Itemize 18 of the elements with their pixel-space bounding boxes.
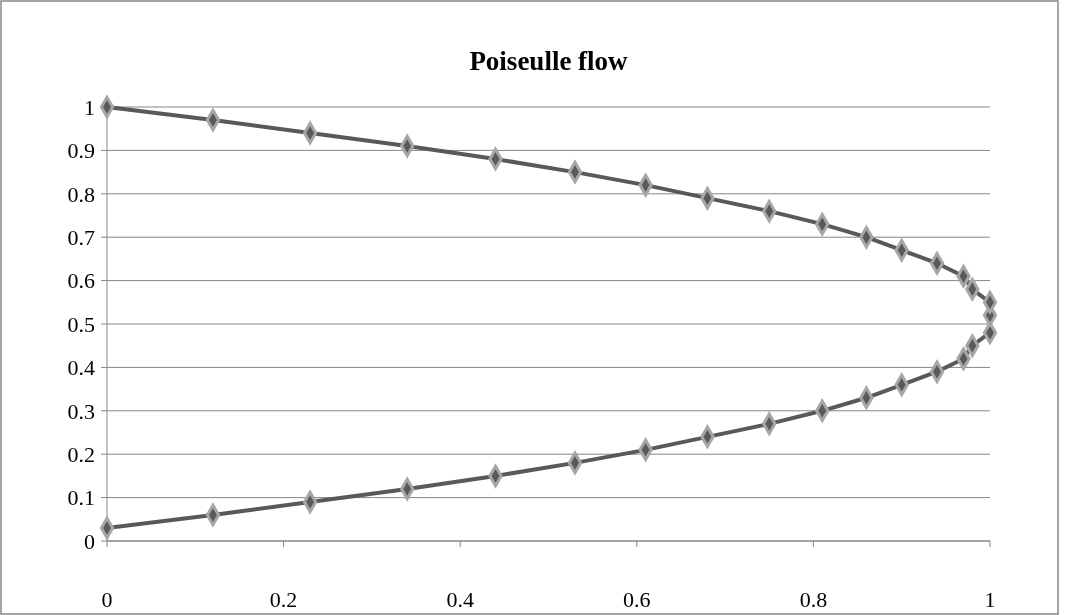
y-tick-label: 0.9 [67, 138, 95, 164]
x-tick-label: 0.4 [446, 587, 474, 612]
y-tick-label: 0 [84, 528, 95, 554]
y-tick-label: 0.2 [67, 441, 95, 467]
y-tick-label: 0.6 [67, 268, 95, 294]
y-tick-label: 0.5 [67, 311, 95, 337]
y-tick-label: 0.4 [67, 355, 95, 381]
x-tick-label: 0 [101, 587, 113, 612]
y-tick-label: 0.1 [67, 485, 95, 511]
y-tick-label: 1 [84, 94, 95, 120]
x-tick-label: 0.8 [799, 587, 828, 612]
y-tick-label: 0.7 [67, 224, 95, 250]
chart-title: Poiseulle flow [469, 46, 629, 76]
y-tick-label: 0.8 [67, 181, 95, 207]
x-tick-label: 1 [984, 587, 996, 612]
y-tick-label: 0.3 [67, 398, 95, 424]
x-tick-label: 0.2 [269, 587, 298, 612]
x-tick-label: 0.6 [623, 587, 651, 612]
